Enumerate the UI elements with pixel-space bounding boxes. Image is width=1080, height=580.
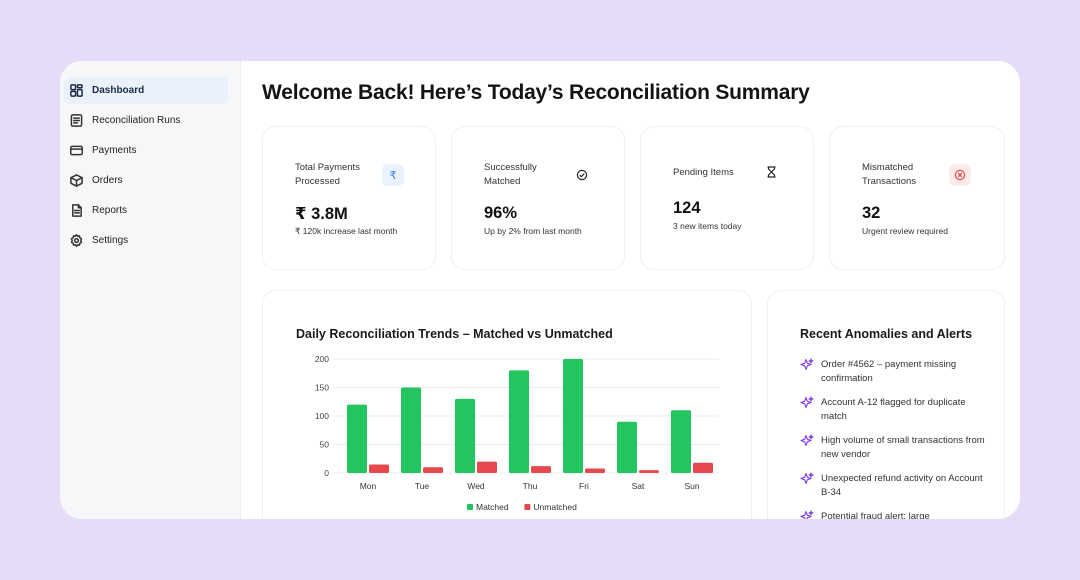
stat-label: Successfully Matched [484,162,537,187]
bar-matched [671,410,691,473]
alert-item[interactable]: High volume of small transactions from n… [800,434,990,461]
sparkle-icon [800,510,814,519]
bar-unmatched [639,470,659,473]
sparkle-icon [800,434,814,447]
stat-card-mismatched: Mismatched Transactions 32 Urgent review… [829,126,1005,270]
x-tick-label: Sun [684,481,699,491]
sidebar-item-dashboard[interactable]: Dashboard [64,77,228,104]
sidebar-item-label: Dashboard [92,85,145,96]
legend-swatch [524,504,531,510]
bar-matched [455,398,475,473]
chart-title: Daily Reconciliation Trends – Matched vs… [296,327,613,341]
sidebar: Dashboard Reconciliation Runs Payments O… [60,61,241,519]
sidebar-item-label: Orders [92,175,123,186]
y-tick-label: 50 [320,440,330,450]
sparkle-icon [800,358,814,371]
stat-value: 96% [484,204,518,222]
stat-label: Pending Items [673,167,734,178]
list-doc-icon [70,114,83,127]
bar-matched [347,404,367,473]
sidebar-item-reports[interactable]: Reports [64,197,228,224]
page-title: Welcome Back! Here’s Today’s Reconciliat… [262,81,810,104]
bar-unmatched [423,467,443,473]
stat-sub: ₹ 120k increase last month [295,226,398,236]
x-tick-label: Mon [360,481,377,491]
sidebar-item-reconciliation-runs[interactable]: Reconciliation Runs [64,107,228,134]
y-tick-label: 150 [315,383,329,393]
stat-sub: Urgent review required [862,226,948,236]
stat-sub: 3 new items today [673,221,742,231]
alert-item[interactable]: Potential fraud alert: large [800,510,990,519]
alert-text: Account A-12 flagged for duplicate match [821,397,966,422]
alert-item[interactable]: Unexpected refund activity on Account B-… [800,472,990,499]
stat-value: 32 [862,204,881,222]
x-tick-label: Tue [415,481,430,491]
alert-text: Potential fraud alert: large [821,511,930,519]
bar-unmatched [693,462,713,473]
stat-sub: Up by 2% from last month [484,226,582,236]
x-tick-label: Wed [467,481,485,491]
sidebar-item-label: Reconciliation Runs [92,115,181,126]
bar-unmatched [477,461,497,473]
bar-matched [617,421,637,473]
sidebar-item-settings[interactable]: Settings [64,227,228,254]
legend-label: Matched [476,502,509,512]
alert-item[interactable]: Order #4562 – payment missing confirmati… [800,358,990,385]
alert-text: High volume of small transactions from n… [821,435,985,460]
x-tick-label: Fri [579,481,589,491]
legend-swatch [467,504,473,510]
check-circle-icon [571,164,593,186]
sidebar-item-label: Reports [92,205,128,216]
alert-item[interactable]: Account A-12 flagged for duplicate match [800,396,990,423]
sidebar-item-label: Payments [92,145,137,156]
sidebar-item-label: Settings [92,235,129,246]
app-window: Dashboard Reconciliation Runs Payments O… [60,61,1020,519]
stat-label: Mismatched Transactions [862,162,917,187]
rupee-icon: ₹ [382,164,404,186]
gear-icon [70,234,83,247]
alerts-title: Recent Anomalies and Alerts [800,327,973,341]
chart-card: Daily Reconciliation Trends – Matched vs… [262,290,752,519]
y-tick-label: 100 [315,411,329,421]
alert-text: Unexpected refund activity on Account B-… [821,473,983,498]
bar-unmatched [531,466,551,473]
bar-matched [509,370,529,473]
x-tick-label: Sat [632,481,645,491]
stat-card-total-payments: Total Payments Processed ₹ ₹ 3.8M ₹ 120k… [262,126,436,270]
y-tick-label: 0 [324,468,329,478]
sidebar-item-orders[interactable]: Orders [64,167,228,194]
y-tick-label: 200 [315,354,329,364]
file-icon [70,204,83,217]
sidebar-item-payments[interactable]: Payments [64,137,228,164]
alerts-card: Recent Anomalies and Alerts Order #4562 … [767,290,1005,519]
dashboard-grid-icon [70,84,83,97]
bar-matched [401,387,421,473]
bar-unmatched [585,468,605,473]
stat-value: ₹ 3.8M [295,205,348,223]
legend-label: Unmatched [533,502,577,512]
stat-label: Total Payments Processed [295,162,360,187]
bar-matched [563,359,583,473]
stat-value: 124 [673,199,701,217]
bar-chart: 0 50 100 150 200 Mon Tue Wed Thu Fri Sat Sun Matched… [315,354,719,512]
main-content: Welcome Back! Here’s Today’s Reconciliat… [241,61,1020,519]
hourglass-icon [760,161,782,183]
alert-text: Order #4562 – payment missing confirmati… [821,359,957,384]
sparkle-icon [800,472,814,485]
stat-card-successfully-matched: Successfully Matched 96% Up by 2% from l… [451,126,625,270]
sparkle-icon [800,396,814,409]
x-circle-icon [949,164,971,186]
card-icon [70,144,83,157]
x-tick-label: Thu [523,481,538,491]
stat-card-pending-items: Pending Items 124 3 new items today [640,126,814,270]
box-icon [70,174,83,187]
bar-unmatched [369,464,389,473]
